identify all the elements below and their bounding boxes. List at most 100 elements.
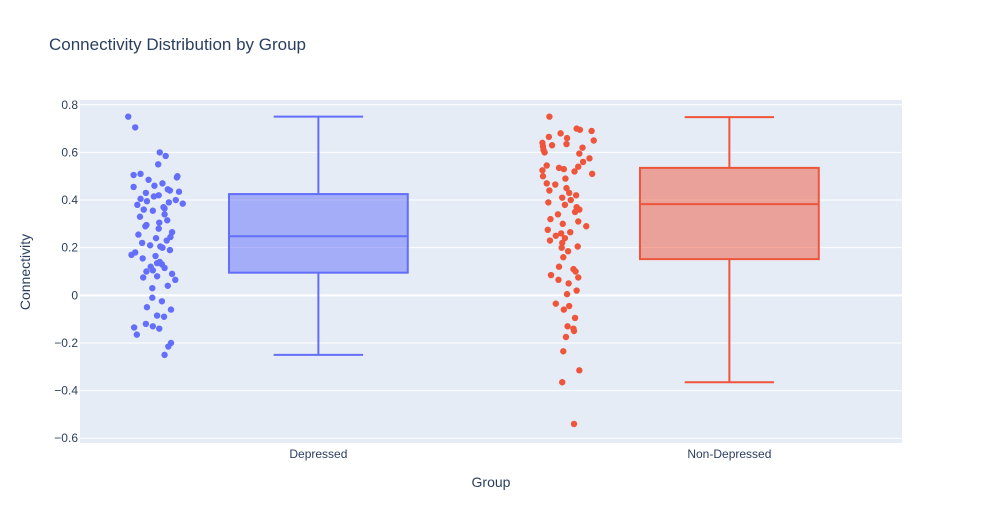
data-point[interactable]: [153, 273, 161, 280]
data-point[interactable]: [560, 306, 568, 313]
data-point[interactable]: [579, 158, 587, 166]
data-point[interactable]: [555, 276, 562, 284]
data-point[interactable]: [137, 170, 144, 178]
data-point[interactable]: [160, 313, 168, 320]
data-point[interactable]: [573, 287, 580, 294]
data-point[interactable]: [163, 237, 170, 244]
data-point[interactable]: [546, 237, 554, 244]
data-point[interactable]: [179, 200, 186, 207]
points-non-depressed[interactable]: [539, 113, 597, 428]
data-point[interactable]: [586, 155, 593, 162]
data-point[interactable]: [547, 215, 554, 223]
data-point[interactable]: [155, 225, 162, 232]
data-point[interactable]: [150, 193, 158, 200]
data-point[interactable]: [130, 183, 137, 191]
data-point[interactable]: [544, 226, 552, 234]
data-point[interactable]: [539, 173, 547, 180]
data-point[interactable]: [155, 192, 162, 199]
data-point[interactable]: [145, 176, 152, 183]
data-point[interactable]: [164, 217, 171, 224]
data-point[interactable]: [575, 274, 582, 281]
data-point[interactable]: [571, 314, 579, 322]
data-point[interactable]: [565, 189, 573, 197]
data-point[interactable]: [546, 113, 553, 120]
data-point[interactable]: [172, 276, 179, 284]
box-depressed[interactable]: [227, 115, 409, 356]
data-point[interactable]: [153, 259, 161, 267]
data-point[interactable]: [149, 267, 157, 274]
data-point[interactable]: [142, 189, 150, 197]
data-point[interactable]: [159, 180, 166, 187]
data-point[interactable]: [560, 348, 567, 355]
box-non-depressed[interactable]: [638, 116, 820, 384]
data-point[interactable]: [172, 196, 180, 204]
data-point[interactable]: [557, 130, 564, 137]
data-point[interactable]: [166, 246, 174, 254]
data-point[interactable]: [165, 343, 172, 350]
data-point[interactable]: [168, 270, 176, 278]
data-point[interactable]: [579, 144, 586, 151]
data-point[interactable]: [143, 198, 151, 205]
data-point[interactable]: [149, 284, 156, 292]
data-point[interactable]: [563, 290, 571, 298]
data-point[interactable]: [555, 164, 563, 172]
data-point[interactable]: [563, 140, 570, 148]
data-point[interactable]: [590, 137, 597, 144]
data-point[interactable]: [152, 234, 160, 242]
data-point[interactable]: [153, 312, 161, 319]
data-point[interactable]: [548, 142, 556, 149]
data-point[interactable]: [570, 327, 578, 335]
data-point[interactable]: [161, 205, 168, 212]
data-point[interactable]: [559, 379, 566, 386]
data-points[interactable]: [125, 113, 597, 428]
data-point[interactable]: [563, 134, 571, 142]
data-point[interactable]: [562, 333, 570, 341]
data-point[interactable]: [146, 242, 154, 249]
data-point[interactable]: [576, 150, 583, 157]
data-point[interactable]: [137, 195, 144, 203]
data-point[interactable]: [557, 230, 565, 237]
data-point[interactable]: [125, 113, 132, 120]
data-point[interactable]: [554, 211, 562, 218]
data-point[interactable]: [131, 124, 139, 131]
data-point[interactable]: [546, 187, 553, 194]
data-point[interactable]: [565, 280, 572, 287]
data-point[interactable]: [563, 184, 570, 192]
data-point[interactable]: [559, 239, 566, 247]
data-point[interactable]: [560, 254, 567, 261]
data-point[interactable]: [543, 162, 550, 169]
data-point[interactable]: [561, 201, 569, 209]
data-point[interactable]: [156, 219, 163, 226]
data-point[interactable]: [559, 194, 566, 201]
data-point[interactable]: [156, 149, 163, 156]
data-point[interactable]: [143, 268, 150, 275]
data-point[interactable]: [161, 351, 168, 359]
data-point[interactable]: [134, 201, 141, 209]
data-point[interactable]: [138, 239, 146, 247]
data-point[interactable]: [576, 367, 583, 374]
data-point[interactable]: [167, 306, 175, 313]
data-point[interactable]: [564, 323, 571, 330]
data-point[interactable]: [539, 167, 546, 174]
data-point[interactable]: [555, 263, 563, 270]
data-point[interactable]: [559, 220, 566, 228]
data-point[interactable]: [139, 255, 146, 262]
data-point[interactable]: [588, 127, 595, 135]
data-point[interactable]: [574, 243, 581, 250]
data-point[interactable]: [128, 251, 135, 259]
data-point[interactable]: [154, 161, 162, 168]
data-point[interactable]: [136, 213, 144, 220]
data-point[interactable]: [158, 298, 166, 305]
data-point[interactable]: [572, 192, 580, 199]
data-point[interactable]: [545, 133, 553, 141]
data-point[interactable]: [173, 174, 181, 181]
data-point[interactable]: [552, 232, 560, 239]
data-point[interactable]: [564, 248, 572, 255]
data-point[interactable]: [545, 199, 552, 206]
iqr-box[interactable]: [638, 166, 820, 261]
data-point[interactable]: [133, 331, 141, 338]
data-point[interactable]: [159, 244, 166, 251]
data-point[interactable]: [151, 182, 158, 189]
data-point[interactable]: [588, 170, 596, 178]
data-point[interactable]: [570, 420, 578, 428]
